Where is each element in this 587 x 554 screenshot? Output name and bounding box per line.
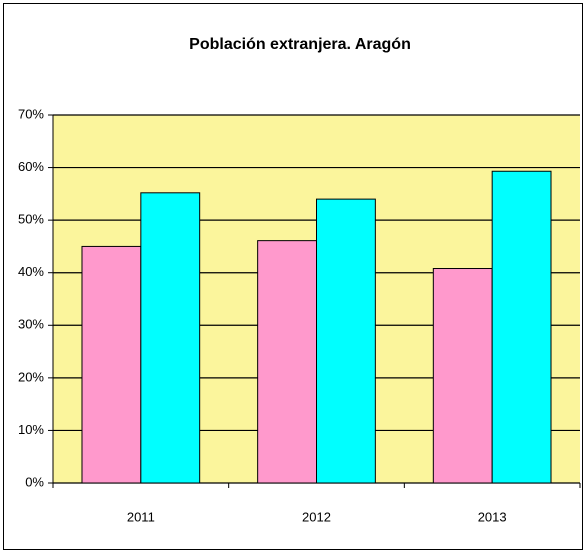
bar [432, 268, 493, 484]
y-tick-label: 50% [18, 212, 44, 227]
bar [491, 170, 552, 484]
bar [316, 198, 376, 484]
chart-title: Población extranjera. Aragón [189, 36, 411, 53]
bar [81, 245, 142, 484]
x-tick-label: 2013 [478, 509, 507, 524]
y-tick-label: 70% [18, 106, 44, 121]
bar [257, 240, 318, 484]
x-tick-label: 2011 [127, 509, 155, 524]
y-tick-label: 20% [18, 369, 44, 384]
y-tick-label: 60% [18, 159, 44, 174]
y-tick-label: 30% [18, 317, 44, 332]
y-tick-label: 0% [25, 474, 44, 489]
y-tick-label: 40% [18, 264, 44, 279]
bar [140, 192, 201, 484]
x-tick-label: 2012 [302, 509, 331, 524]
y-tick-label: 10% [18, 422, 44, 437]
